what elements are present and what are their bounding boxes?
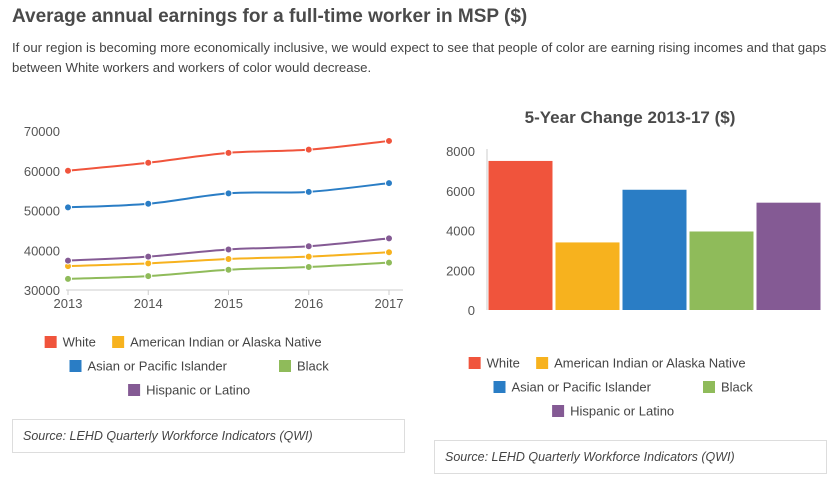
bar-chart-title: 5-Year Change 2013-17 ($) <box>525 108 736 127</box>
line-point-black <box>385 258 393 267</box>
bar-white <box>488 160 553 310</box>
page-title: Average annual earnings for a full-time … <box>12 6 528 27</box>
line-point-asian-or-pacific-islander <box>144 199 153 208</box>
line-point-hispanic-or-latino <box>224 245 233 254</box>
bar-legend-label-white: White <box>487 356 520 371</box>
line-point-white <box>385 136 393 145</box>
line-point-american-indian-or-alaska-native <box>224 254 233 263</box>
line-point-black <box>304 262 313 271</box>
line-point-asian-or-pacific-islander <box>64 203 72 212</box>
line-legend-swatch-white <box>44 336 57 348</box>
bar-legend-label-american-indian-or-alaska-native: American Indian or Alaska Native <box>554 356 745 371</box>
line-point-black <box>224 265 233 274</box>
line-chart: 30000 40000 50000 60000 70000 2013 2014 2015 201… <box>24 124 404 398</box>
line-point-hispanic-or-latino <box>144 252 153 261</box>
bar-chart-y-tick: 2000 <box>446 263 475 278</box>
bar-chart-source-text: Source: LEHD Quarterly Workforce Indicat… <box>445 450 735 464</box>
bar-legend-label-black: Black <box>721 380 753 395</box>
bar-legend-swatch-black <box>703 381 715 393</box>
bar-asian-or-pacific-islander <box>622 189 687 310</box>
line-chart-y-tick: 50000 <box>24 204 60 219</box>
line-point-hispanic-or-latino <box>385 234 393 243</box>
bar-black <box>689 231 754 310</box>
line-point-black <box>144 272 153 281</box>
bar-legend-label-asian-or-pacific-islander: Asian or Pacific Islander <box>512 380 652 395</box>
line-legend-swatch-hispanic-or-latino <box>128 384 141 396</box>
line-chart-source-text: Source: LEHD Quarterly Workforce Indicat… <box>23 429 313 443</box>
line-point-american-indian-or-alaska-native <box>385 248 393 257</box>
line-chart-y-tick: 70000 <box>24 124 60 139</box>
line-point-hispanic-or-latino <box>64 256 72 265</box>
bar-hispanic-or-latino <box>756 202 821 310</box>
line-chart-source: Source: LEHD Quarterly Workforce Indicat… <box>12 419 405 453</box>
line-point-white <box>64 166 72 175</box>
bar-american-indian-or-alaska-native <box>555 242 620 310</box>
bar-chart: 5-Year Change 2013-17 ($) 0 2000 4000 6000 80… <box>446 108 821 419</box>
bar-chart-y-tick: 8000 <box>446 144 475 159</box>
line-point-white <box>304 145 313 154</box>
line-point-american-indian-or-alaska-native <box>144 259 153 268</box>
bar-legend-swatch-american-indian-or-alaska-native <box>536 357 549 369</box>
line-chart-x-tick: 2015 <box>214 296 243 311</box>
bar-legend-swatch-white <box>468 357 481 369</box>
bar-chart-y-tick: 0 <box>468 303 475 318</box>
line-point-asian-or-pacific-islander <box>304 187 313 196</box>
bar-chart-y-tick: 6000 <box>446 184 475 199</box>
line-chart-x-tick: 2013 <box>54 296 83 311</box>
line-point-asian-or-pacific-islander <box>385 179 393 188</box>
line-point-asian-or-pacific-islander <box>224 189 233 198</box>
line-legend-swatch-american-indian-or-alaska-native <box>112 336 125 348</box>
line-chart-y-tick: 60000 <box>24 164 60 179</box>
line-point-american-indian-or-alaska-native <box>304 252 313 261</box>
line-legend-label-white: White <box>63 335 96 350</box>
line-point-white <box>224 148 233 157</box>
bar-legend-swatch-asian-or-pacific-islander <box>493 381 506 393</box>
bar-chart-y-tick: 4000 <box>446 224 475 239</box>
line-point-hispanic-or-latino <box>304 242 313 251</box>
bar-legend-swatch-hispanic-or-latino <box>552 405 565 417</box>
line-legend-label-black: Black <box>297 359 329 374</box>
line-legend-label-hispanic-or-latino: Hispanic or Latino <box>146 383 250 398</box>
page-description: If our region is becoming more economica… <box>12 40 827 75</box>
line-point-black <box>64 274 72 283</box>
line-chart-y-tick: 40000 <box>24 243 60 258</box>
line-point-white <box>144 158 153 167</box>
line-chart-y-tick: 30000 <box>24 283 60 298</box>
line-chart-x-tick: 2017 <box>375 296 404 311</box>
line-legend-label-american-indian-or-alaska-native: American Indian or Alaska Native <box>130 335 321 350</box>
line-legend-label-asian-or-pacific-islander: Asian or Pacific Islander <box>88 359 228 374</box>
line-legend-swatch-black <box>279 360 291 372</box>
line-legend-swatch-asian-or-pacific-islander <box>69 360 82 372</box>
bar-chart-source: Source: LEHD Quarterly Workforce Indicat… <box>434 440 827 474</box>
line-chart-x-tick: 2016 <box>294 296 323 311</box>
bar-legend-label-hispanic-or-latino: Hispanic or Latino <box>570 404 674 419</box>
line-chart-x-tick: 2014 <box>134 296 163 311</box>
